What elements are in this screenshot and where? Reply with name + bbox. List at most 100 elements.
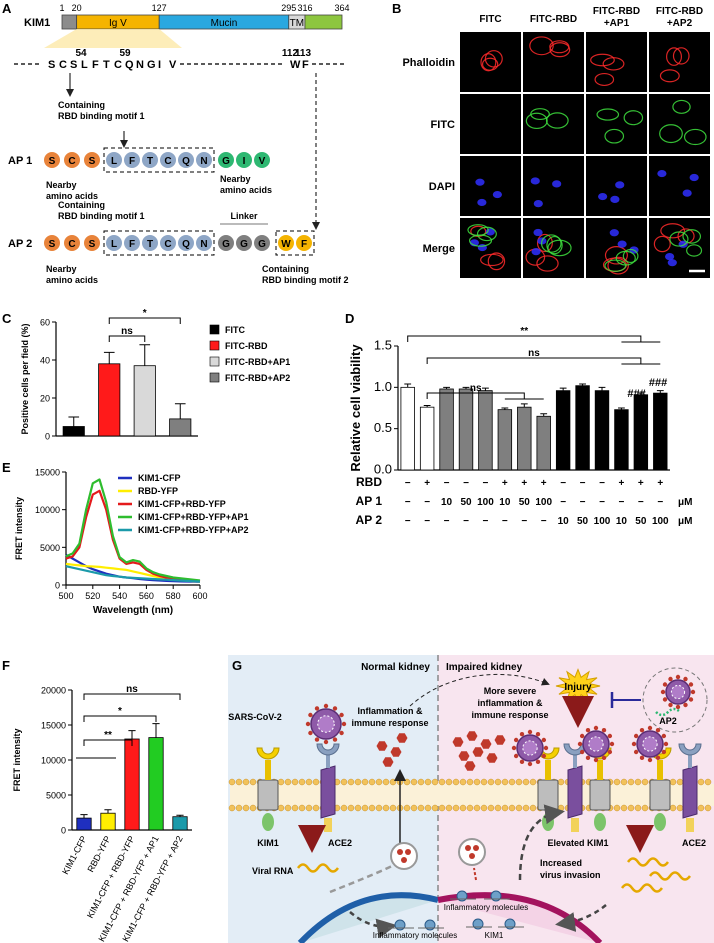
cell-stain — [480, 253, 504, 267]
residue — [218, 152, 234, 168]
cell-stain — [660, 223, 686, 239]
cell-stain — [610, 195, 620, 204]
lipid-head — [697, 778, 705, 786]
cell-stain — [602, 57, 625, 71]
note: immune response — [471, 710, 548, 720]
cell-stain — [545, 112, 569, 129]
lipid-head — [361, 804, 369, 812]
legend-label: KIM1-CFP+RBD-YFP+AP2 — [138, 525, 249, 535]
virus-spike — [660, 689, 666, 695]
lipid-head — [452, 804, 460, 812]
lipid-head — [305, 804, 313, 812]
cell-stain — [665, 253, 675, 261]
lipid-head — [697, 804, 705, 812]
lipid-head — [473, 778, 481, 786]
lipid-head — [627, 804, 635, 812]
cell-stain — [476, 226, 497, 242]
motif-box — [103, 230, 215, 256]
virus-spike — [323, 703, 329, 709]
error-bar — [598, 386, 606, 391]
lipid-head — [529, 778, 537, 786]
lipid-head — [676, 804, 684, 812]
error-bar — [540, 413, 548, 417]
lipid-head — [487, 778, 495, 786]
lipid-head — [494, 804, 502, 812]
y-tick-label: 0 — [55, 581, 60, 591]
virus-spike — [541, 753, 547, 759]
y-tick-label: 0.0 — [374, 462, 392, 477]
cytokine — [405, 849, 411, 855]
y-tick-label: 20000 — [41, 686, 66, 696]
treatment-cell: − — [424, 497, 430, 508]
ace2-protein — [682, 765, 698, 819]
legend-label: FITC-RBD+AP1 — [225, 357, 290, 367]
bar — [614, 409, 629, 471]
lipid-head — [557, 778, 565, 786]
virus-spike — [663, 741, 669, 747]
kim1-protein — [537, 779, 559, 811]
y-tick-label: 10000 — [41, 756, 66, 766]
virus-spike — [639, 727, 645, 733]
panel-label: F — [2, 658, 10, 673]
domain — [61, 14, 78, 30]
cytokine — [390, 747, 402, 757]
error-bar — [482, 387, 489, 391]
residue-letter: C — [114, 59, 122, 71]
treatment-cell: 50 — [635, 516, 647, 527]
cell-stain — [552, 180, 562, 188]
virus-spike — [609, 741, 615, 747]
virus-spike — [655, 755, 661, 761]
residue-letter: T — [103, 59, 110, 71]
legend-label: RBD-YFP — [138, 486, 178, 496]
residue-letter: F — [129, 239, 135, 250]
virus-spike — [577, 741, 583, 747]
bar — [124, 738, 140, 831]
significance-bracket — [83, 739, 133, 746]
lipid-head — [515, 804, 523, 812]
kim1-protein — [597, 760, 603, 780]
protein-label: ACE2 — [328, 838, 352, 848]
cell-stain — [546, 235, 563, 255]
ace2-protein — [567, 765, 583, 819]
x-axis-label: Wavelength (nm) — [93, 605, 173, 616]
domain-label: Mucin — [211, 18, 238, 29]
lipid-head — [228, 778, 236, 786]
significance-bracket — [108, 335, 146, 342]
virus-spike — [683, 702, 688, 708]
row-label: RBD — [356, 475, 382, 489]
error-bar — [462, 386, 470, 389]
position-number: 1 — [59, 3, 64, 13]
position-number: 127 — [152, 3, 167, 13]
column-header: FITC-RBD — [530, 14, 577, 25]
drug-circle — [642, 667, 708, 733]
panel-label: E — [2, 460, 11, 475]
treatment-cell: − — [405, 497, 411, 508]
lipid-head — [438, 778, 446, 786]
cell-stain — [598, 192, 608, 201]
residue-letter: G — [222, 156, 230, 167]
cell-stain — [607, 256, 629, 275]
virus-spike — [579, 733, 585, 739]
lipid-head — [340, 804, 348, 812]
cytokine — [464, 761, 476, 771]
cell-stain — [657, 169, 667, 178]
error-bar — [404, 383, 412, 388]
virus-spike — [661, 733, 667, 739]
column-header: FITC-RBD — [593, 6, 640, 17]
section-title: Normal kidney — [361, 662, 430, 673]
virus-spike — [308, 730, 313, 736]
error-bar — [176, 814, 184, 817]
note: Containing — [58, 100, 105, 110]
lipid-head — [410, 804, 418, 812]
residue-letter: S — [89, 239, 96, 250]
virus-spike — [688, 682, 694, 687]
note: RBD binding motif 1 — [58, 111, 145, 121]
lipid-head — [704, 778, 712, 786]
virus-spike — [675, 674, 681, 680]
bar — [478, 390, 493, 471]
lipid-head — [459, 804, 467, 812]
lipid-head — [284, 778, 292, 786]
error-bar — [104, 809, 112, 814]
column-header: +AP1 — [604, 18, 630, 29]
